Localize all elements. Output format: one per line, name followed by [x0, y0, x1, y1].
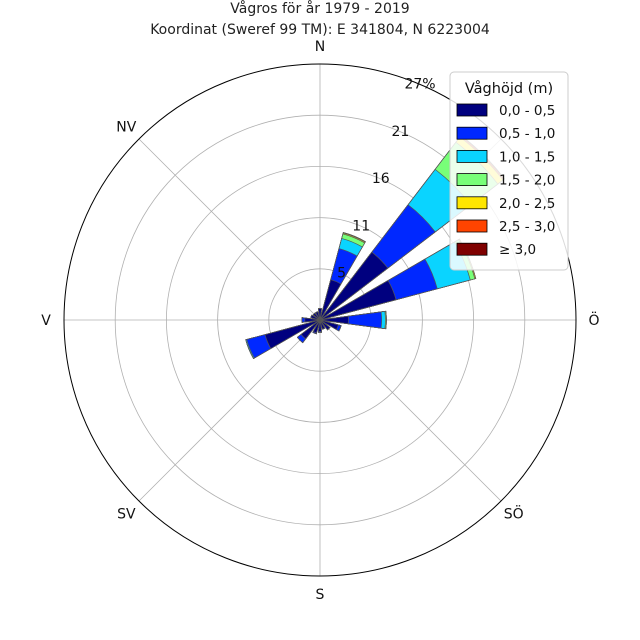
legend-label: 0,0 - 0,5: [499, 103, 555, 119]
radial-tick-label: 16: [372, 171, 390, 187]
legend-label: ≥ 3,0: [499, 242, 536, 258]
rose-bar-sector-3-bin-0: [310, 314, 321, 321]
rose-bar-sector-1-bin-0: [315, 311, 321, 321]
rose-bar-sector-14-bin-0: [319, 251, 389, 321]
rose-bars: [245, 134, 506, 359]
radial-tick-label: 27%: [404, 77, 435, 93]
legend-title: Våghöjd (m): [465, 80, 553, 97]
legend-label: 2,0 - 2,5: [499, 196, 555, 212]
radial-tick-label: 21: [391, 124, 409, 140]
rose-bar-sector-0-bin-0: [318, 308, 322, 321]
rose-bar-sector-11-bin-0: [319, 319, 339, 330]
direction-labels: N NV V SV S SÖ Ö: [41, 39, 599, 603]
legend-swatch: [456, 196, 488, 210]
grid-spoke: [319, 319, 502, 502]
direction-label: Ö: [588, 311, 599, 329]
direction-label: SV: [117, 507, 136, 523]
grid-spoke: [138, 319, 321, 502]
radial-tick-label: 5: [337, 266, 346, 282]
rose-bar-sector-2-bin-0: [312, 312, 321, 321]
rose-bar-sector-4-bin-0: [304, 317, 321, 323]
rose-bar-sector-7-bin-0: [312, 319, 321, 334]
rose-bar-sector-10-bin-0: [319, 319, 331, 331]
chart-title: Vågros för år 1979 - 2019: [230, 0, 409, 17]
rose-bar-sector-9-bin-0: [319, 319, 326, 330]
legend-swatch: [456, 149, 488, 163]
rose-bar-sector-15-bin-0: [319, 279, 342, 321]
chart-subtitle: Koordinat (Sweref 99 TM): E 341804, N 62…: [150, 22, 490, 38]
direction-label: S: [316, 587, 325, 603]
grid-spoke: [138, 138, 321, 321]
legend-label: 1,5 - 2,0: [499, 173, 555, 189]
radial-tick-labels: 5 11 16 21 27%: [337, 77, 435, 282]
direction-label: SÖ: [504, 505, 524, 523]
legend-swatch: [456, 173, 488, 187]
direction-label: NV: [116, 119, 136, 135]
rose-bar-sector-12-bin-0: [319, 315, 349, 325]
outer-circle: [63, 63, 577, 577]
legend-label: 0,5 - 1,0: [499, 126, 555, 142]
direction-label: N: [315, 39, 325, 55]
radial-tick-label: 11: [352, 218, 370, 234]
legend-box: [449, 71, 569, 271]
direction-label: V: [41, 313, 51, 329]
rose-bar-sector-12-bin-1: [319, 311, 382, 329]
legend-swatch: [456, 103, 488, 117]
legend-swatch: [456, 126, 488, 140]
legend-label: 1,0 - 1,5: [499, 149, 555, 165]
legend: Våghöjd (m) 0,0 - 0,5 0,5 - 1,0 1,0 - 1,5 1,…: [449, 71, 569, 271]
polar-frame: [63, 63, 577, 577]
legend-swatch: [456, 219, 488, 233]
legend-swatch: [456, 242, 488, 256]
rose-bar-sector-13-bin-0: [319, 280, 397, 321]
rose-bar-sector-8-bin-0: [318, 319, 322, 332]
legend-label: 2,5 - 3,0: [499, 219, 555, 235]
rose-bar-sector-6-bin-0: [300, 319, 321, 340]
rose-bar-sector-5-bin-0: [264, 319, 321, 350]
